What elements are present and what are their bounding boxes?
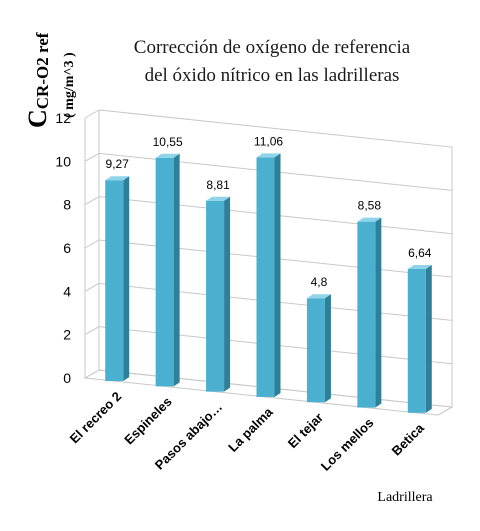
x-tick-label: La palma [225, 404, 276, 455]
bar-side [375, 217, 382, 408]
x-tick-label: Espineles [121, 394, 175, 448]
y-tick-label: 6 [63, 240, 71, 256]
chart-floor [83, 369, 454, 416]
x-tick-label: Betica [389, 420, 428, 459]
bar [256, 153, 281, 397]
chart-bars [105, 153, 432, 413]
y-tick-label: 8 [63, 197, 71, 213]
y-tick-label: 4 [63, 283, 71, 299]
bar-front [306, 298, 325, 403]
bar-top [206, 196, 231, 201]
bar-top [306, 294, 331, 299]
bar-front [357, 221, 376, 408]
y-axis-label-main: C [23, 109, 52, 128]
bar-top [407, 264, 432, 269]
bar-side [173, 153, 180, 387]
x-tick-label: El tejar [285, 410, 326, 451]
data-label: 8,58 [358, 199, 382, 213]
chart-title-line-2: del óxido nítrico en las ladrilleras [145, 65, 400, 86]
y-axis-ticks: 0 2 4 6 8 10 12 [55, 110, 71, 386]
bar-side [123, 176, 130, 382]
data-label: 10,55 [153, 135, 183, 149]
bar-front [206, 200, 225, 392]
x-axis-label: Ladrillera [377, 490, 433, 505]
bar-top [155, 153, 180, 158]
bar-top [357, 217, 382, 222]
bar-front [256, 157, 275, 397]
bar-side [324, 294, 331, 403]
y-tick-label: 12 [55, 110, 71, 126]
data-label: 4,8 [311, 275, 328, 289]
bar-top [256, 153, 281, 158]
gridline [98, 109, 453, 148]
side-wall-line [84, 152, 100, 162]
y-axis-label: CCR-O2 ref ( mg/m^3 ) [23, 32, 77, 128]
data-label: 9,27 [106, 157, 130, 171]
bar-front [105, 180, 124, 382]
data-label: 8,81 [206, 178, 230, 192]
y-tick-label: 10 [55, 153, 71, 169]
chart-title: Corrección de oxígeno de referencia del … [134, 37, 411, 86]
y-tick-label: 0 [63, 370, 71, 386]
bar [407, 264, 432, 413]
bar [206, 196, 231, 392]
bar-top [105, 176, 130, 181]
bar-side [425, 264, 432, 413]
data-label: 11,06 [254, 134, 283, 148]
y-axis-label-subscript: CR-O2 ref [33, 32, 52, 109]
side-wall-line [84, 326, 100, 336]
side-wall-line [84, 196, 100, 206]
bar-front [155, 157, 174, 387]
bar [105, 176, 130, 382]
bar [357, 217, 382, 408]
y-tick-label: 2 [63, 327, 71, 343]
bar [155, 153, 180, 387]
bar-side [274, 153, 281, 397]
x-tick-label: El recreo 2 [67, 389, 125, 447]
bar [306, 294, 331, 403]
side-wall-line [84, 239, 100, 249]
svg-text:CCR-O2 ref: CCR-O2 ref [23, 32, 52, 128]
y-axis-label-units: ( mg/m^3 ) [62, 52, 77, 118]
data-label: 6,64 [408, 246, 432, 260]
side-wall-line [84, 109, 100, 119]
side-wall-line [84, 282, 100, 292]
chart-title-line-1: Corrección de oxígeno de referencia [134, 37, 411, 58]
bar-front [407, 268, 426, 413]
x-tick-label: Los mellos [318, 415, 377, 474]
bar-side [224, 196, 231, 392]
data-labels: 9,27 10,55 8,81 11,06 4,8 8,58 6,64 [106, 134, 432, 289]
